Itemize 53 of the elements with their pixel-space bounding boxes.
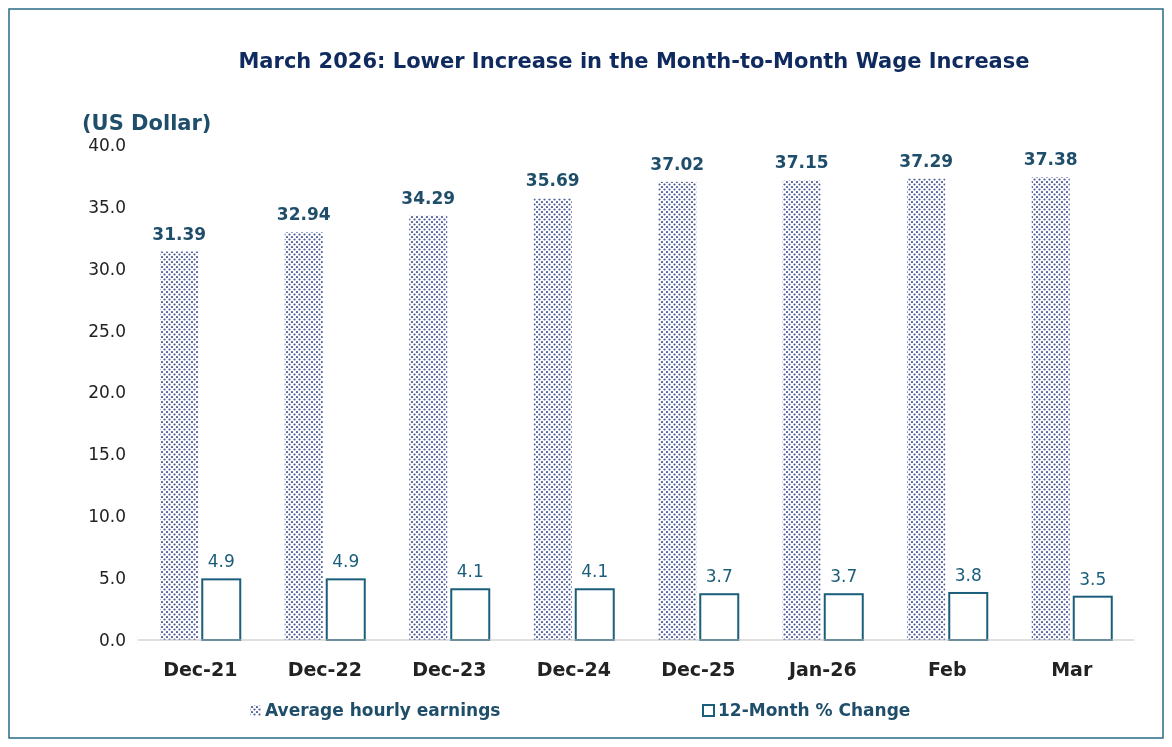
bar [907, 178, 946, 640]
data-label: 35.69 [525, 170, 580, 191]
y-tick-label: 10.0 [88, 506, 126, 527]
bar [533, 198, 572, 640]
legend-label: 12-Month % Change [718, 700, 911, 720]
data-label: 3.8 [954, 564, 982, 585]
bar [658, 181, 697, 640]
y-tick-label: 35.0 [88, 196, 126, 217]
data-label: 4.1 [456, 561, 484, 582]
y-tick-label: 25.0 [88, 320, 126, 341]
bar [782, 180, 821, 640]
data-label: 37.02 [650, 153, 705, 174]
data-label: 37.15 [774, 152, 829, 173]
bar [1072, 595, 1113, 641]
y-tick-label: 15.0 [88, 444, 126, 465]
data-label: 4.9 [207, 551, 235, 572]
bar [284, 232, 323, 640]
y-tick-label: 5.0 [98, 568, 126, 589]
x-tick-label: Mar [1051, 658, 1093, 680]
bar [160, 251, 199, 640]
bar [325, 578, 366, 641]
data-label: 32.94 [276, 204, 331, 225]
x-tick-label: Dec-23 [412, 658, 487, 680]
data-label: 34.29 [401, 187, 456, 208]
bar [699, 593, 740, 641]
data-label: 37.29 [899, 150, 954, 171]
x-tick-label: Dec-21 [163, 658, 238, 680]
x-tick-label: Jan-26 [786, 658, 857, 680]
data-label: 3.5 [1079, 568, 1107, 589]
y-tick-label: 40.0 [88, 134, 126, 155]
bar [409, 215, 448, 640]
bar [948, 591, 989, 641]
x-tick-label: Dec-24 [536, 658, 611, 680]
bar [450, 588, 491, 641]
x-tick-label: Dec-25 [661, 658, 736, 680]
data-label: 37.38 [1023, 149, 1078, 170]
data-label: 3.7 [830, 566, 858, 587]
bar [574, 588, 615, 641]
y-tick-label: 30.0 [88, 258, 126, 279]
data-label: 3.7 [705, 566, 733, 587]
legend-label: Average hourly earnings [265, 700, 501, 720]
data-label: 31.39 [152, 223, 207, 244]
y-tick-label: 0.0 [98, 629, 126, 650]
bar [823, 593, 864, 641]
data-label: 4.1 [581, 561, 609, 582]
chart-title: March 2026: Lower Increase in the Month-to-Month Wage Increase [238, 49, 1030, 73]
bar [1031, 177, 1070, 640]
data-label: 4.9 [332, 551, 360, 572]
y-tick-label: 20.0 [88, 382, 126, 403]
y-axis-title: (US Dollar) [82, 111, 212, 135]
x-tick-label: Dec-22 [287, 658, 362, 680]
bar [201, 578, 242, 641]
x-tick-label: Feb [927, 658, 967, 680]
